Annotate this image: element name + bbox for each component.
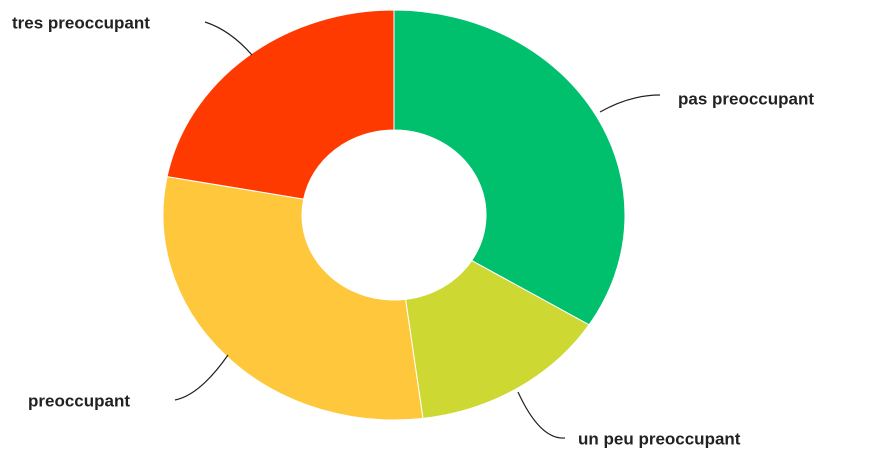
leader-line: [517, 391, 566, 439]
slice: [404, 259, 590, 419]
slice-label: un peu preoccupant: [578, 429, 741, 448]
slice-label: preoccupant: [28, 391, 130, 410]
slice: [393, 9, 626, 326]
leader-line: [174, 354, 229, 401]
slice-label: tres preoccupant: [12, 13, 150, 32]
slice: [162, 176, 424, 421]
leader-line: [599, 94, 661, 113]
slice-label: pas preoccupant: [678, 89, 814, 108]
slices: [162, 9, 626, 421]
slice: [166, 9, 395, 200]
leader-line: [204, 21, 253, 56]
